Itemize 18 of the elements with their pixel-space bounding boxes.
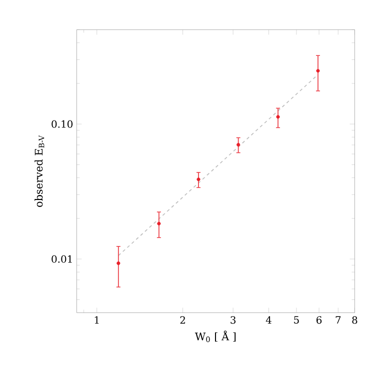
x-tick-label: 4	[266, 316, 272, 324]
y-axis-title: observed E$_{B-V}$	[34, 135, 44, 207]
point	[316, 69, 320, 73]
point	[116, 261, 120, 266]
x-tick-label: 7	[336, 316, 341, 324]
y-tick-label: 0.10	[52, 120, 73, 128]
x-tick-label: 1	[94, 316, 99, 324]
point	[276, 115, 280, 119]
y-tick-label: 0.01	[52, 255, 72, 263]
point	[196, 178, 200, 182]
point	[157, 222, 161, 226]
x-tick-label: 5	[294, 316, 299, 324]
x-tick-label: 3	[230, 316, 236, 324]
x-tick-label: 8	[352, 316, 358, 324]
point	[236, 142, 240, 146]
x-tick-label: 6	[316, 316, 322, 324]
x-axis-title: W$_{0}$ [ Å ]	[194, 330, 236, 342]
x-tick-label: 2	[180, 316, 185, 324]
